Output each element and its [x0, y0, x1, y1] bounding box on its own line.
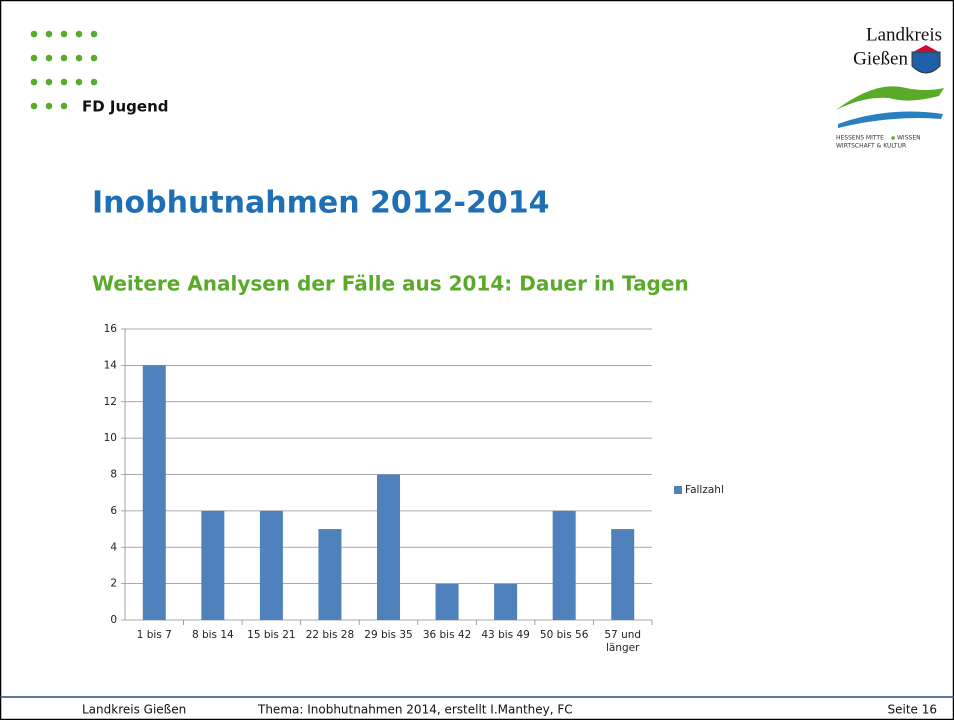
footer-left: Landkreis Gießen [82, 703, 186, 717]
logo-text: Landkreis [866, 24, 942, 45]
bar [552, 510, 576, 620]
dot-logo [30, 30, 98, 110]
logo-motto: WIRTSCHAFT & KULTUR [836, 143, 906, 150]
coat-of-arms-top [913, 45, 939, 52]
x-tick-label: 8 bis 14 [191, 629, 234, 641]
bar [142, 365, 166, 620]
logo-text: Gießen [853, 48, 908, 69]
x-tick-label: 50 bis 56 [539, 629, 589, 641]
y-tick-label: 8 [110, 469, 117, 481]
x-tick-label: 1 bis 7 [136, 629, 172, 641]
bar [318, 529, 342, 620]
x-tick-label: 22 bis 28 [305, 629, 355, 641]
y-tick-label: 2 [110, 578, 117, 590]
y-tick-label: 4 [110, 541, 117, 553]
x-tick-label: 15 bis 21 [247, 629, 296, 641]
x-tick-label: 43 bis 49 [481, 629, 530, 641]
footer-center: Thema: Inobhutnahmen 2014, erstellt I.Ma… [257, 703, 573, 717]
logo-dot [891, 136, 895, 140]
y-tick-label: 6 [110, 505, 117, 517]
bar [611, 529, 635, 620]
x-tick-label: 36 bis 42 [422, 629, 472, 641]
legend-label: Fallzahl [685, 484, 724, 496]
coat-of-arms [911, 51, 941, 74]
bar [377, 474, 400, 620]
legend-swatch [674, 486, 682, 494]
logo-motto: WISSEN [897, 135, 921, 142]
y-tick-label: 10 [104, 432, 117, 444]
logo-river [838, 111, 943, 128]
x-tick-label: 29 bis 35 [364, 629, 413, 641]
slide-subtitle: Weitere Analysen der Fälle aus 2014: Dau… [92, 272, 689, 296]
unit-label: FD Jugend [82, 98, 169, 116]
slide-title: Inobhutnahmen 2012-2014 [92, 186, 549, 221]
x-tick-label: 57 und länger [604, 629, 642, 654]
y-tick-label: 0 [110, 614, 117, 626]
y-tick-label: 14 [104, 359, 118, 371]
footer-right: Seite 16 [887, 703, 937, 717]
bar [201, 510, 225, 620]
bar [494, 583, 518, 620]
y-tick-label: 16 [104, 323, 118, 335]
bar [435, 583, 459, 620]
logo-motto: HESSENS MITTE [836, 135, 884, 142]
bar [259, 510, 283, 620]
y-tick-label: 12 [104, 396, 117, 408]
logo-hill [836, 86, 944, 110]
